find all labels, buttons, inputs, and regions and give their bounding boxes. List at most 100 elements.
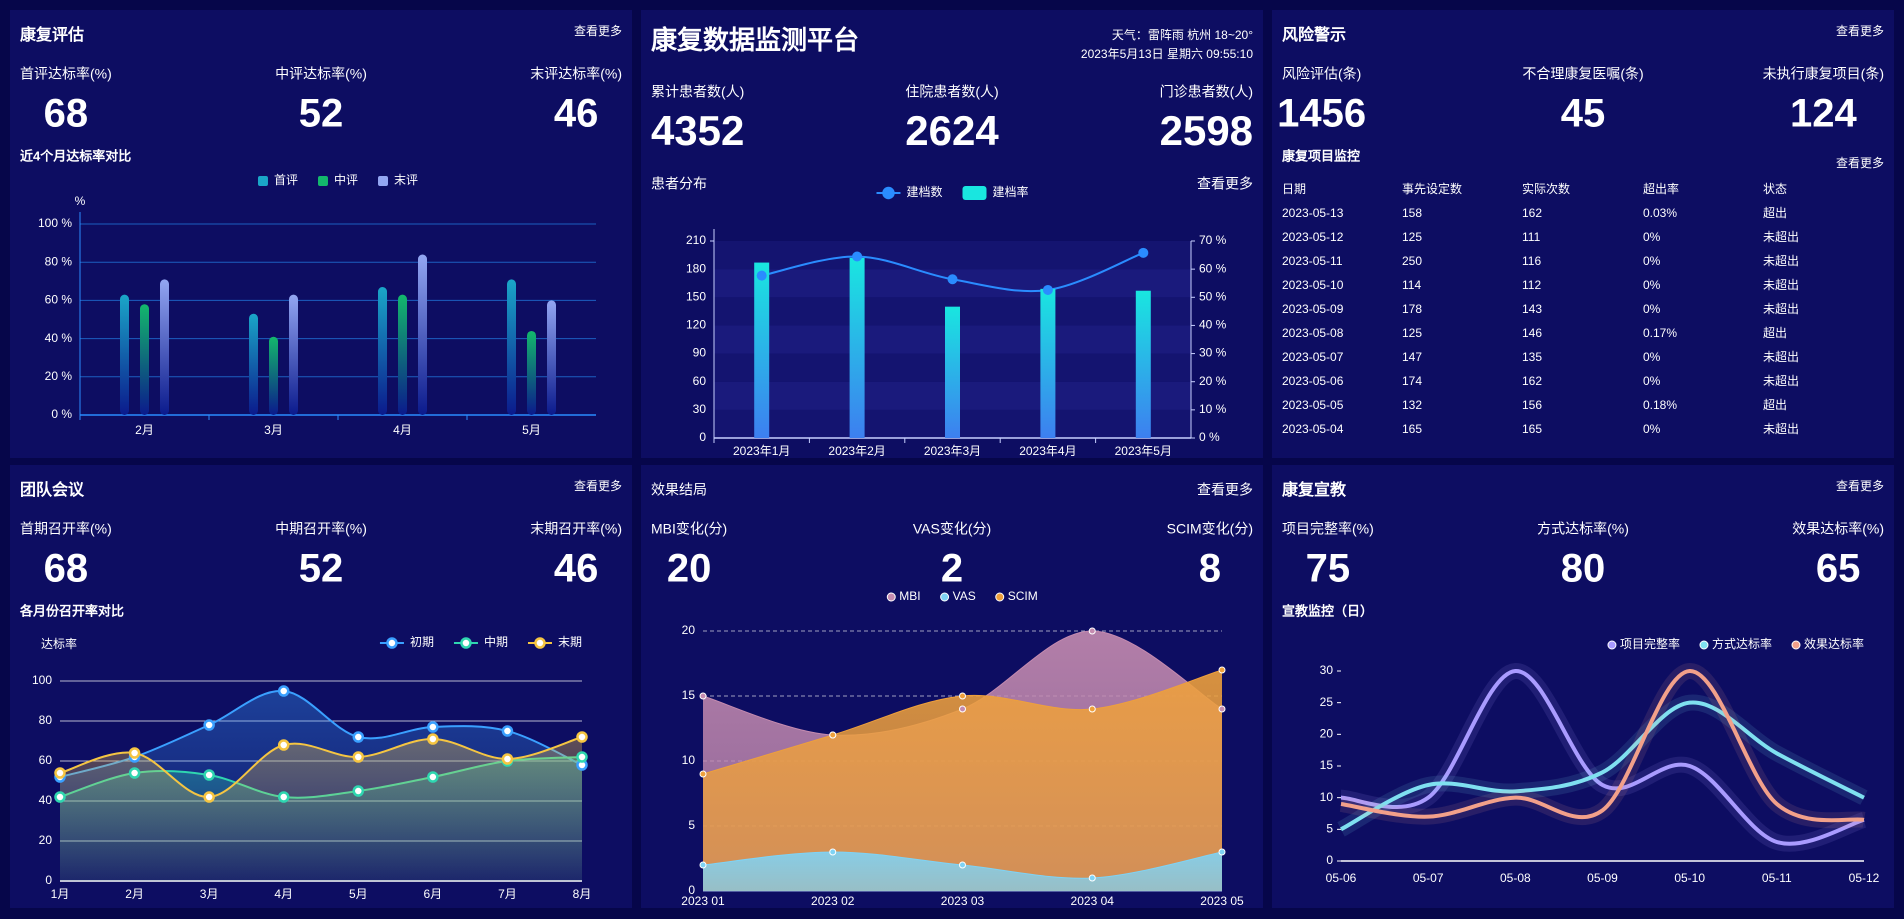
legend-label: 建档率 [993, 184, 1029, 199]
x-tick-label: 2023年1月 [733, 444, 790, 458]
point [829, 848, 837, 856]
stat-value: 68 [44, 547, 89, 591]
stat-value: 8 [1199, 547, 1221, 591]
legend-label: 方式达标率 [1712, 636, 1772, 651]
table-cell: 146 [1522, 326, 1542, 340]
table-cell: 132 [1402, 398, 1422, 412]
point [427, 733, 439, 745]
stat-label: VAS变化(分) [913, 521, 991, 537]
table-cell: 未超出 [1763, 301, 1799, 316]
stat-label: 效果达标率(%) [1792, 521, 1884, 537]
y-tick-label: 90 [693, 346, 707, 360]
table-cell: 超出 [1763, 205, 1787, 220]
legend: 建档数 建档率 [876, 184, 1029, 200]
bar [418, 254, 427, 415]
y-tick-label: 0 [1326, 853, 1333, 867]
stat-value: 2598 [1160, 107, 1253, 154]
stat-value: 46 [554, 547, 599, 591]
table-cell: 178 [1402, 302, 1422, 316]
table-cell: 0.03% [1643, 206, 1677, 220]
legend-swatch [962, 186, 987, 200]
area [60, 737, 582, 881]
bar [1040, 288, 1056, 438]
bar [378, 287, 387, 415]
y2-tick-label: 20 % [1199, 374, 1227, 388]
table-header: 日期 [1282, 182, 1306, 196]
x-tick-label: 3月 [264, 423, 283, 437]
bar [849, 257, 865, 438]
section-title: 宣教监控（日） [1282, 603, 1373, 618]
point [427, 721, 439, 733]
stat-label: 中评达标率(%) [275, 66, 367, 82]
panel-title: 风险警示 [1282, 25, 1346, 44]
weather: 天气：雷阵雨 杭州 18~20° [1112, 27, 1253, 42]
more-link[interactable]: 查看更多 [1197, 176, 1253, 192]
point [1088, 627, 1096, 635]
more-link[interactable]: 查看更多 [574, 24, 622, 38]
table-cell: 超出 [1763, 397, 1787, 412]
point [959, 692, 966, 700]
y-tick-label: 20 [39, 833, 53, 847]
table-cell: 超出 [1763, 325, 1787, 340]
y-tick-label: 20 % [45, 369, 73, 383]
table-cell: 135 [1522, 350, 1542, 364]
stat-label: 中期召开率(%) [275, 521, 367, 537]
table-cell: 2023-05-11 [1282, 254, 1343, 268]
stat-value: 20 [667, 547, 712, 591]
point [1218, 666, 1226, 674]
y-tick-label: 5 [1326, 822, 1333, 836]
x-tick-label: 05-07 [1413, 871, 1444, 885]
x-tick-label: 05-10 [1674, 871, 1705, 885]
x-tick-label: 4月 [393, 423, 412, 437]
x-tick-label: 2023 04 [1071, 894, 1115, 908]
more-link[interactable]: 查看更多 [1836, 24, 1884, 38]
point [1088, 705, 1096, 713]
legend-swatch [1699, 640, 1709, 650]
more-link[interactable]: 查看更多 [1197, 482, 1253, 498]
legend-swatch [940, 592, 950, 602]
legend: 初期 中期 末期 [379, 634, 582, 649]
table-header: 事先设定数 [1402, 181, 1462, 196]
section-title: 患者分布 [651, 176, 707, 192]
x-tick-label: 1月 [51, 887, 70, 901]
point [947, 274, 958, 285]
y-tick-label: 80 % [45, 254, 73, 268]
bar [249, 313, 258, 415]
x-tick-label: 2023年2月 [828, 444, 885, 458]
stat-value: 2624 [905, 107, 999, 154]
y-axis-label: % [75, 194, 86, 208]
y-tick-label: 40 % [45, 331, 73, 345]
stat-value: 4352 [651, 107, 744, 154]
bar [269, 336, 278, 415]
x-tick-label: 8月 [573, 887, 592, 901]
table-cell: 未超出 [1763, 421, 1799, 436]
x-tick-label: 2023 01 [681, 894, 725, 908]
point [203, 719, 215, 731]
y2-tick-label: 40 % [1199, 318, 1227, 332]
table-cell: 未超出 [1763, 277, 1799, 292]
x-tick-label: 6月 [424, 887, 443, 901]
point [1042, 284, 1053, 295]
grid-band [714, 241, 1191, 270]
more-link[interactable]: 查看更多 [1836, 479, 1884, 493]
y-tick-label: 80 [39, 713, 53, 727]
stat-value: 65 [1816, 547, 1861, 591]
point [699, 861, 707, 869]
table-cell: 2023-05-06 [1282, 374, 1344, 388]
stat-label: 项目完整率(%) [1282, 521, 1374, 537]
stat-label: 住院患者数(人) [905, 84, 998, 100]
point [699, 770, 707, 778]
legend-label: 效果达标率 [1804, 636, 1864, 651]
y2-tick-label: 70 % [1199, 233, 1227, 247]
table-cell: 156 [1522, 398, 1542, 412]
table-cell: 147 [1402, 350, 1422, 364]
legend-swatch [886, 592, 896, 602]
y-tick-label: 0 [45, 873, 52, 887]
point [1138, 247, 1149, 258]
more-link[interactable]: 查看更多 [574, 479, 622, 493]
more-link[interactable]: 查看更多 [1836, 156, 1884, 170]
line [1340, 668, 1865, 823]
stat-label: 首评达标率(%) [20, 66, 112, 82]
stat-value: 52 [299, 547, 344, 591]
point [1088, 874, 1096, 882]
